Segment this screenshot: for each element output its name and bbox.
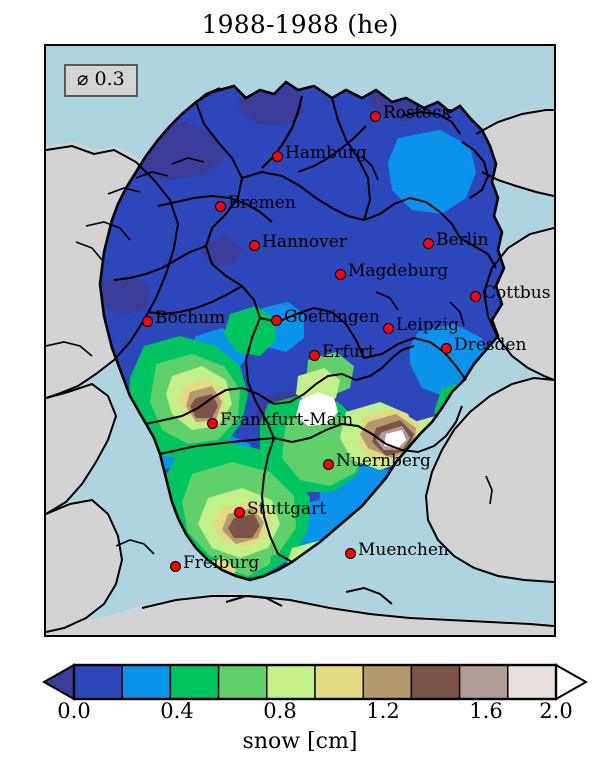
colorbar-band [362, 664, 413, 700]
colorbar-band [410, 664, 461, 700]
colorbar-tick-1: 0.4 [160, 699, 194, 723]
city-label: Nuernberg [336, 451, 431, 471]
city-label: Freiburg [183, 553, 260, 573]
city-label: Hamburg [285, 143, 367, 163]
city-label: Leipzig [396, 315, 459, 335]
mean-value-badge: ⌀ 0.3 [64, 64, 138, 97]
colorbar-band [314, 664, 364, 700]
city-dot [323, 459, 334, 470]
city-label: Cottbus [483, 283, 551, 303]
city-dot [272, 151, 283, 162]
city-dot [142, 316, 153, 327]
city-label: Bremen [228, 193, 296, 213]
colorbar-band [73, 664, 123, 700]
colorbar-band [458, 664, 509, 700]
colorbar[interactable] [0, 655, 600, 710]
city-dot [345, 548, 356, 559]
city-label: Stuttgart [247, 499, 327, 519]
city-label: Dresden [454, 335, 527, 355]
city-dot [215, 201, 226, 212]
colorbar-tick-5: 2.0 [539, 699, 573, 723]
city-label: Berlin [436, 230, 489, 250]
colorbar-axis-label: snow [cm] [242, 729, 358, 754]
city-dot [271, 315, 282, 326]
colorbar-tick-4: 1.6 [469, 699, 503, 723]
colorbar-frame [72, 663, 558, 701]
colorbar-over-arrow [555, 663, 589, 701]
city-label: Frankfurt-Main [220, 410, 354, 430]
city-dot [470, 291, 481, 302]
colorbar-band [121, 664, 172, 700]
city-dot [423, 238, 434, 249]
colorbar-bands [41, 663, 589, 701]
city-label: Hannover [262, 232, 347, 252]
city-dot [370, 111, 381, 122]
city-dot [249, 240, 260, 251]
city-dot [383, 323, 394, 334]
colorbar-tick-3: 1.2 [366, 699, 400, 723]
city-label: Rostock [383, 103, 452, 123]
colorbar-section: 0.0 0.4 0.8 1.2 1.6 2.0 snow [cm] [0, 655, 600, 780]
city-label: Bochum [155, 308, 226, 328]
chart-title: 1988-1988 (he) [201, 10, 399, 39]
city-label: Erfurt [322, 342, 375, 362]
city-label: Goettingen [284, 307, 380, 327]
colorbar-tick-0: 0.0 [57, 699, 91, 723]
colorbar-band [217, 664, 268, 700]
city-dot [335, 269, 346, 280]
city-label: Muenchen [358, 540, 449, 560]
colorbar-under-arrow [41, 663, 75, 701]
map-panel: ⌀ 0.3 Hamburg Rostock Bremen Hannover Be… [44, 44, 556, 637]
colorbar-tick-2: 0.8 [263, 699, 297, 723]
city-dot [309, 350, 320, 361]
city-dot [207, 418, 218, 429]
colorbar-band [266, 664, 316, 700]
colorbar-band [507, 664, 557, 700]
city-dot [234, 507, 245, 518]
colorbar-band [169, 664, 220, 700]
city-label: Magdeburg [348, 261, 449, 281]
city-dot [170, 561, 181, 572]
city-dot [441, 343, 452, 354]
